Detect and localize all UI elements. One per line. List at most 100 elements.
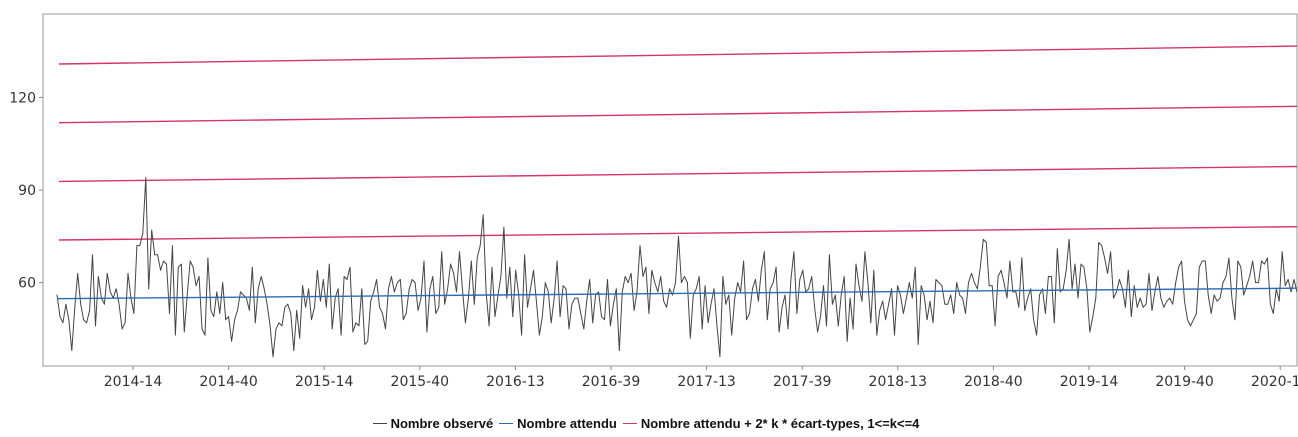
observed-point	[340, 334, 342, 336]
observed-point	[911, 297, 913, 299]
observed-point	[266, 303, 268, 305]
legend-label-expected: Nombre attendu	[517, 415, 617, 431]
observed-point	[121, 328, 123, 330]
observed-point	[758, 300, 759, 302]
observed-point	[935, 279, 937, 280]
observed-point	[1246, 285, 1248, 287]
observed-point	[385, 328, 386, 330]
observed-point	[68, 319, 70, 321]
observed-point	[864, 251, 866, 253]
observed-point	[379, 306, 380, 308]
observed-point	[633, 310, 635, 311]
observed-point	[1095, 297, 1097, 299]
observed-point	[1198, 266, 1200, 268]
observed-point	[734, 297, 736, 299]
observed-point	[974, 282, 975, 283]
observed-point	[1056, 248, 1058, 250]
observed-point	[237, 310, 238, 311]
observed-point	[997, 276, 999, 277]
threshold-lines	[58, 45, 1298, 241]
observed-point	[630, 273, 632, 274]
observed-point	[849, 297, 851, 299]
observed-point	[873, 269, 875, 271]
observed-point	[1018, 306, 1020, 308]
observed-point	[956, 282, 958, 283]
observed-point	[1083, 266, 1085, 268]
observed-point	[506, 297, 508, 299]
observed-point	[1051, 276, 1052, 277]
observed-point	[65, 303, 67, 305]
observed-point	[1039, 294, 1040, 296]
observed-point	[1139, 297, 1141, 299]
observed-point	[296, 310, 298, 311]
observed-point	[541, 316, 543, 317]
observed-point	[867, 282, 869, 283]
observed-point	[207, 257, 209, 259]
observed-point	[553, 297, 555, 299]
observed-point	[1074, 263, 1076, 265]
observed-point	[1252, 260, 1253, 262]
observed-point	[678, 235, 679, 237]
observed-point	[74, 306, 76, 308]
observed-point	[213, 316, 215, 317]
observed-point	[920, 285, 922, 287]
observed-point	[441, 251, 443, 253]
observed-point	[423, 260, 425, 262]
observed-point	[479, 245, 481, 247]
observed-point	[1267, 257, 1268, 259]
observed-point	[731, 334, 733, 336]
observed-point	[106, 273, 108, 274]
x-tick-label: 2019-14	[1060, 374, 1119, 390]
observed-point	[399, 279, 401, 280]
observed-point	[834, 294, 836, 296]
observed-point	[172, 245, 173, 247]
observed-point	[56, 294, 58, 296]
legend-item-threshold: Nombre attendu + 2* k * écart-types, 1<=…	[622, 416, 919, 431]
observed-point	[1045, 313, 1046, 314]
observed-point	[1086, 288, 1088, 290]
observed-point	[823, 285, 824, 287]
observed-point	[1181, 260, 1182, 262]
observed-point	[77, 273, 79, 274]
x-tick-label: 2014-14	[104, 374, 163, 390]
observed-point	[615, 288, 617, 290]
observed-point	[195, 285, 197, 287]
observed-point	[914, 266, 916, 268]
observed-point	[500, 276, 502, 277]
observed-point	[802, 269, 804, 271]
observed-point	[1272, 313, 1274, 314]
observed-point	[396, 282, 398, 283]
observed-point	[639, 245, 641, 247]
observed-point	[719, 356, 721, 358]
observed-point	[1030, 288, 1032, 290]
observed-point	[257, 288, 259, 290]
observed-point	[539, 334, 540, 336]
observed-point	[470, 260, 472, 262]
observed-point	[491, 266, 493, 268]
observed-point	[394, 291, 395, 293]
observed-point	[681, 282, 682, 283]
observed-point	[177, 266, 179, 268]
observed-point	[698, 276, 700, 277]
observed-point	[476, 257, 478, 259]
observed-point	[938, 282, 940, 283]
observed-point	[621, 291, 623, 293]
observed-point	[672, 294, 673, 296]
observed-point	[971, 273, 972, 274]
threshold-line-k2	[58, 165, 1298, 183]
x-tick-label: 2016-39	[582, 374, 641, 390]
observed-point	[373, 291, 375, 293]
y-tick-label: 60	[18, 276, 36, 292]
observed-point	[346, 279, 348, 280]
observed-point	[1089, 331, 1091, 333]
observed-point	[932, 322, 934, 324]
observed-point	[1154, 291, 1156, 293]
observed-point	[740, 291, 741, 293]
observed-point	[115, 288, 117, 290]
observed-point	[183, 331, 185, 333]
observed-point	[240, 291, 241, 293]
observed-point	[1219, 297, 1221, 299]
observed-point	[855, 263, 857, 265]
observed-point	[781, 306, 783, 308]
observed-point	[820, 316, 821, 317]
